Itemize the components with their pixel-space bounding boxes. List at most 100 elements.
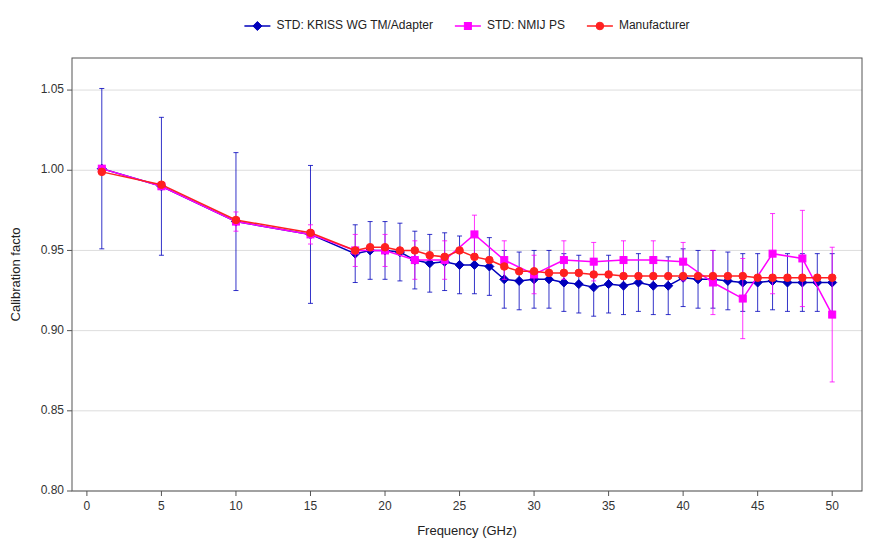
- legend: STD: KRISS WG TM/Adapter STD: NMIJ PS Manu…: [244, 18, 689, 32]
- x-tick-label: 45: [751, 499, 765, 513]
- plot-frame: [72, 58, 862, 491]
- data-point: [574, 280, 583, 289]
- legend-item: STD: NMIJ PS: [455, 18, 565, 32]
- legend-label: STD: KRISS WG TM/Adapter: [276, 18, 432, 32]
- x-tick-label: 30: [527, 499, 541, 513]
- x-tick: [86, 491, 87, 496]
- x-tick: [310, 491, 311, 496]
- error-bar: [442, 233, 447, 291]
- legend-item: STD: KRISS WG TM/Adapter: [244, 18, 432, 32]
- x-tick-label: 10: [229, 499, 243, 513]
- data-point: [664, 281, 673, 290]
- data-point: [500, 263, 508, 271]
- error-bar: [710, 250, 715, 314]
- x-tick-label: 5: [158, 499, 165, 513]
- data-point: [366, 243, 374, 251]
- data-point: [754, 274, 762, 282]
- x-tick: [683, 491, 684, 496]
- y-tick-label: 1.00: [41, 162, 65, 176]
- data-point: [352, 247, 359, 254]
- y-grid-line: [72, 170, 862, 171]
- data-point: [680, 258, 687, 265]
- y-tick: [67, 491, 72, 492]
- data-point: [158, 181, 166, 189]
- data-point: [679, 272, 687, 280]
- x-tick-label: 25: [453, 499, 467, 513]
- y-tick-label: 0.85: [41, 403, 65, 417]
- legend-item: Manufacturer: [587, 18, 690, 32]
- series: [98, 165, 835, 382]
- x-axis-label: Frequency (GHz): [417, 523, 517, 538]
- data-point: [590, 271, 598, 279]
- series-line: [102, 172, 832, 278]
- legend-label: Manufacturer: [619, 18, 690, 32]
- data-point: [515, 276, 524, 285]
- data-point: [411, 257, 418, 264]
- x-tick: [235, 491, 236, 496]
- data-point: [396, 247, 404, 255]
- legend-marker: [596, 22, 604, 30]
- data-point: [709, 272, 717, 280]
- y-tick-label: 0.80: [41, 483, 65, 497]
- error-bar: [830, 247, 835, 382]
- chart: 0.800.850.900.951.001.050510152025303540…: [0, 0, 884, 549]
- x-tick: [385, 491, 386, 496]
- series: [97, 88, 836, 316]
- data-point: [589, 283, 598, 292]
- data-point: [739, 295, 746, 302]
- data-point: [784, 274, 792, 282]
- series-line: [102, 169, 832, 315]
- y-grid-line: [72, 90, 862, 91]
- y-tick-label: 1.05: [41, 82, 65, 96]
- y-tick: [67, 330, 72, 331]
- error-bar: [800, 210, 805, 306]
- data-point: [813, 274, 821, 282]
- data-point: [828, 274, 836, 282]
- data-point: [515, 267, 523, 275]
- x-tick: [534, 491, 535, 496]
- data-point: [620, 272, 628, 280]
- data-point: [724, 272, 732, 280]
- error-bar: [740, 258, 745, 338]
- y-axis: 0.800.850.900.951.001.05: [41, 82, 862, 497]
- x-tick-label: 20: [378, 499, 392, 513]
- data-point: [471, 231, 478, 238]
- data-point: [575, 269, 583, 277]
- data-point: [769, 274, 777, 282]
- legend-marker: [464, 23, 471, 30]
- error-bar: [472, 215, 477, 253]
- data-point: [351, 247, 359, 255]
- data-point: [799, 255, 806, 262]
- data-point: [664, 272, 672, 280]
- data-point: [232, 216, 240, 224]
- data-point: [426, 251, 434, 259]
- data-point: [441, 253, 449, 261]
- data-point: [605, 271, 613, 279]
- y-grid-line: [72, 330, 862, 331]
- series: [98, 168, 836, 281]
- data-point: [307, 229, 315, 237]
- data-point: [650, 272, 658, 280]
- x-tick-label: 15: [304, 499, 318, 513]
- data-point: [471, 253, 479, 261]
- legend-marker: [253, 22, 262, 31]
- legend-label: STD: NMIJ PS: [487, 18, 565, 32]
- series-line: [102, 169, 832, 288]
- x-tick-label: 35: [602, 499, 616, 513]
- data-point: [635, 272, 643, 280]
- x-tick: [161, 491, 162, 496]
- y-tick: [67, 410, 72, 411]
- data-point: [649, 281, 658, 290]
- data-point: [620, 257, 627, 264]
- x-tick: [832, 491, 833, 496]
- data-point: [157, 182, 166, 191]
- data-point: [619, 281, 628, 290]
- error-bar: [502, 241, 507, 279]
- y-tick-label: 0.90: [41, 323, 65, 337]
- data-point: [411, 247, 419, 255]
- error-bar: [412, 231, 417, 289]
- data-point: [455, 260, 464, 269]
- data-point: [650, 257, 657, 264]
- y-axis-label: Calibration facto: [8, 228, 23, 322]
- y-tick: [67, 250, 72, 251]
